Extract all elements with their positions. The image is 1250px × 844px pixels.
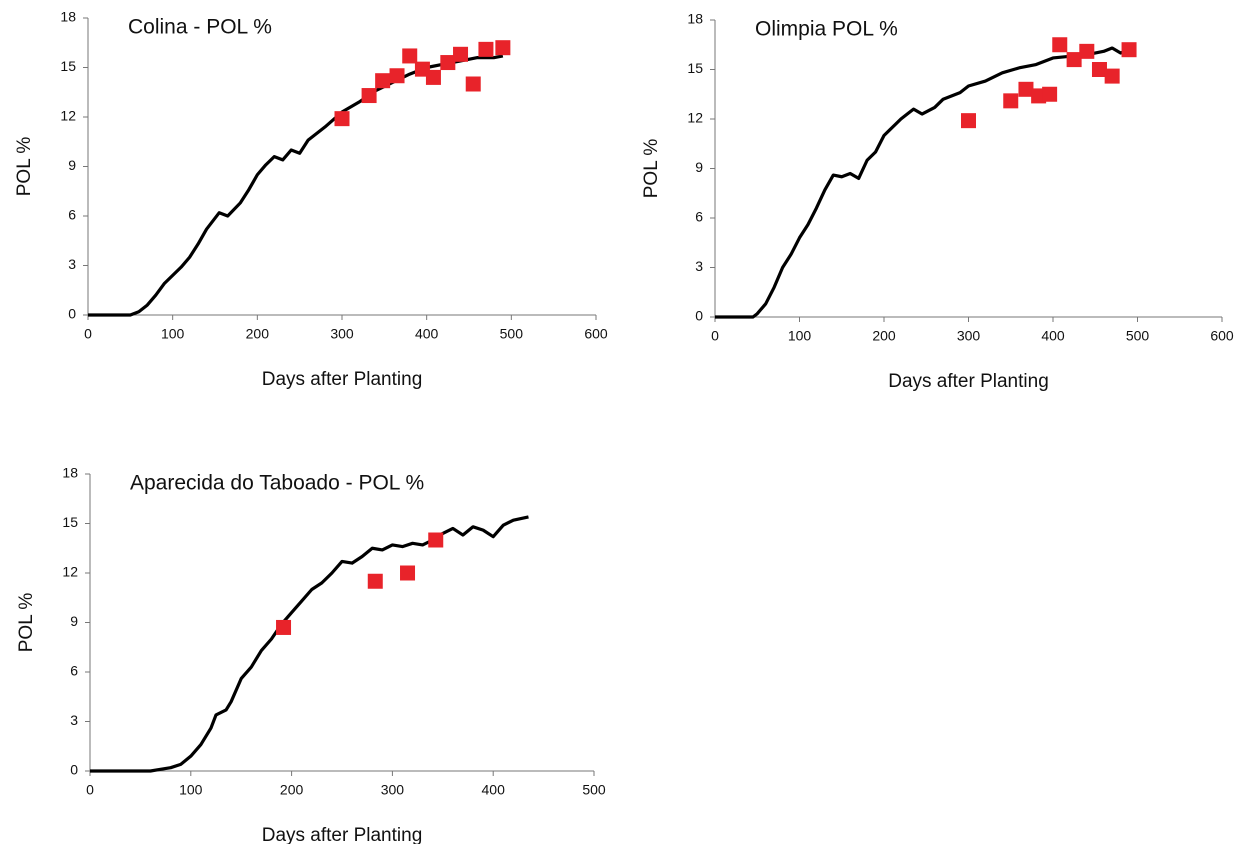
y-tick-label: 15 [62,514,78,530]
data-point [402,48,418,64]
x-tick-label: 0 [711,328,719,344]
y-tick-label: 12 [60,108,76,124]
data-point [465,76,481,92]
x-tick-label: 0 [86,782,94,798]
x-axis-label: Days after Planting [262,369,423,390]
x-tick-label: 200 [246,326,270,342]
chart-title: Olimpia POL % [755,18,898,41]
data-point [1079,43,1095,59]
y-tick-label: 9 [695,159,703,175]
x-tick-label: 200 [872,328,896,344]
x-tick-label: 500 [582,782,606,798]
data-point [961,113,976,129]
chart-panel: 0 3 6 9 12 15 18 0 100 200 300 400 500 Aparecida do T… [16,465,606,844]
data-line [90,515,529,773]
x-tick-label: 0 [84,326,92,342]
data-point [425,69,441,85]
y-tick-label: 3 [695,258,703,274]
y-tick-label: 0 [70,762,78,778]
data-point [367,573,383,589]
data-point [440,55,456,71]
x-tick-label: 100 [788,328,812,344]
x-tick-label: 600 [1210,328,1234,344]
y-tick-label: 15 [60,58,76,74]
x-axis-label: Days after Planting [262,825,423,844]
y-axis-label: POL % [16,593,37,653]
x-tick-label: 100 [179,782,203,798]
x-tick-label: 600 [584,326,608,342]
data-point [361,88,377,104]
data-point [495,40,511,56]
y-tick-label: 6 [70,663,78,679]
y-axis-label: POL % [641,139,662,199]
x-tick-label: 500 [1126,328,1150,344]
y-tick-label: 9 [68,157,76,173]
y-tick-label: 12 [62,564,78,580]
chart-panel: 0 3 6 9 12 15 18 0 100 200 300 400 500 600 Olimpia POL… [641,11,1234,392]
data-point [1052,37,1068,53]
data-point [1121,42,1137,58]
y-tick-label: 15 [687,60,703,76]
data-point [400,565,416,581]
data-point [1066,52,1082,68]
y-tick-label: 18 [60,9,76,25]
data-point [389,68,405,84]
x-tick-label: 300 [957,328,981,344]
data-point [1042,86,1058,102]
data-point [1018,81,1034,97]
y-tick-label: 18 [62,465,78,481]
data-point [478,41,494,57]
data-point [1091,62,1107,77]
data-point [1104,68,1120,84]
data-line [715,46,1130,319]
chart-title: Aparecida do Taboado - POL % [130,472,424,495]
x-tick-label: 400 [482,782,506,798]
y-tick-label: 9 [70,613,78,629]
y-tick-label: 18 [687,11,703,27]
y-tick-label: 3 [68,256,76,272]
x-tick-label: 400 [1041,328,1065,344]
y-tick-label: 0 [68,306,76,322]
data-point [428,532,444,548]
y-tick-label: 6 [68,207,76,223]
data-point [375,73,391,89]
x-tick-label: 200 [280,782,304,798]
y-tick-label: 6 [695,209,703,225]
data-line [88,54,504,317]
chart-title: Colina - POL % [128,16,272,39]
chart-panel: 0 3 6 9 12 15 18 0 100 200 300 400 500 600 Colina - PO… [14,9,608,390]
data-point [1003,93,1019,109]
data-point [276,619,292,635]
x-tick-label: 300 [330,326,354,342]
x-tick-label: 500 [500,326,524,342]
y-tick-label: 0 [695,308,703,324]
x-tick-label: 400 [415,326,439,342]
data-point [334,111,350,127]
y-tick-label: 3 [70,712,78,728]
x-tick-label: 100 [161,326,185,342]
y-axis-label: POL % [14,137,35,197]
y-tick-label: 12 [687,110,703,126]
data-point [453,46,469,62]
x-tick-label: 300 [381,782,405,798]
x-axis-label: Days after Planting [888,371,1049,392]
